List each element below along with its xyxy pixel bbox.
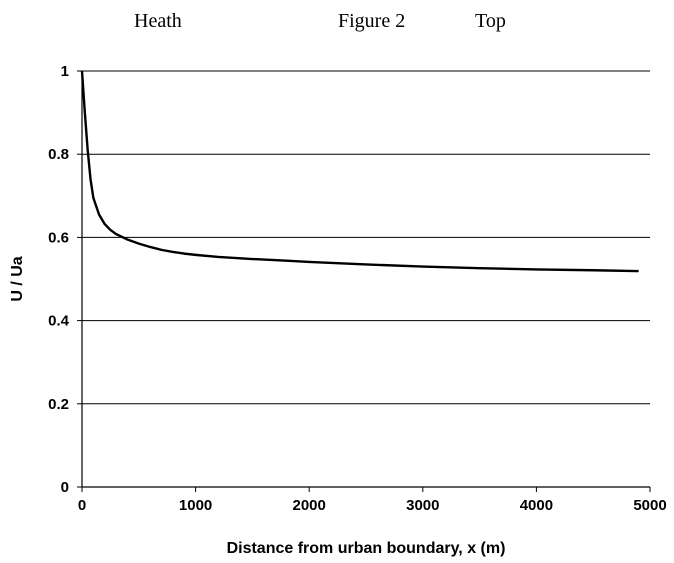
y-tick-label: 1 bbox=[61, 63, 69, 80]
figure-label: Figure 2 bbox=[338, 10, 406, 32]
x-tick-label: 1000 bbox=[179, 497, 212, 514]
axes bbox=[77, 70, 651, 492]
series-line bbox=[80, 70, 639, 273]
x-tick-labels: 0 1000 2000 3000 4000 5000 bbox=[78, 497, 667, 514]
y-tick-labels: 0 0.2 0.4 0.6 0.8 1 bbox=[48, 63, 70, 496]
x-axis-title: Distance from urban boundary, x (m) bbox=[227, 540, 506, 557]
x-tick-label: 3000 bbox=[406, 497, 439, 514]
header-right-text: Top bbox=[475, 10, 506, 32]
y-tick-label: 0.2 bbox=[48, 396, 69, 413]
y-tick-label: 0.4 bbox=[48, 313, 70, 330]
x-tick-label: 0 bbox=[78, 497, 86, 514]
series-layer bbox=[80, 70, 639, 273]
y-tick-label: 0.8 bbox=[48, 146, 69, 163]
y-tick-label: 0.6 bbox=[48, 229, 69, 246]
y-axis-title: U / Ua bbox=[9, 256, 26, 301]
y-tick-label: 0 bbox=[61, 479, 69, 496]
x-tick-label: 5000 bbox=[633, 497, 666, 514]
x-tick-label: 4000 bbox=[520, 497, 553, 514]
x-tick-label: 2000 bbox=[293, 497, 326, 514]
header-left-text: Heath bbox=[134, 10, 182, 32]
gridlines bbox=[82, 70, 650, 405]
